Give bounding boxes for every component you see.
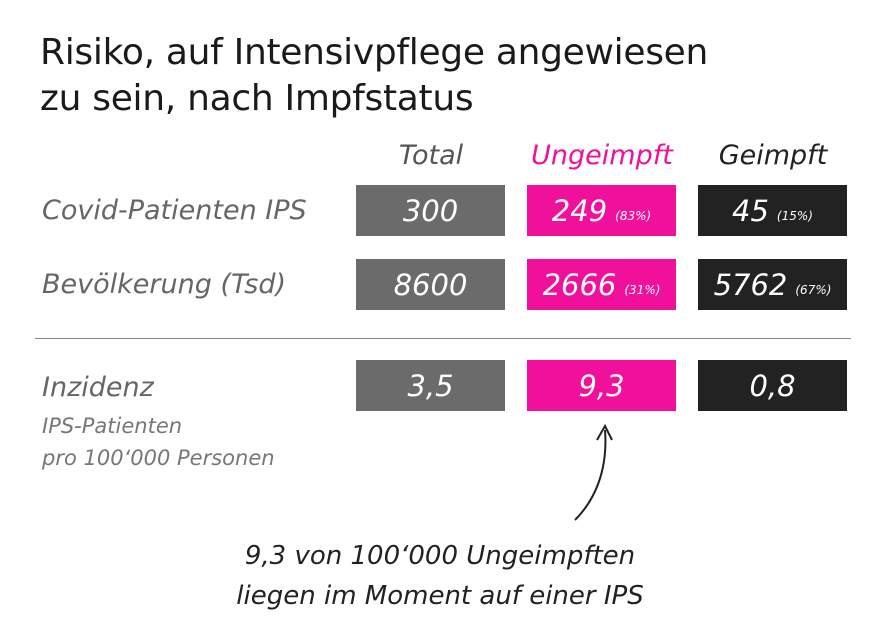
column-header-geimpft: Geimpft [718,140,828,171]
cell-percent: (67%) [795,282,832,297]
annotation-line-2: liegen im Moment auf einer IPS [236,581,644,611]
annotation-line-1: 9,3 von 100‘000 Ungeimpften [244,541,636,571]
row-sublabel: IPS-Patienten [42,414,183,438]
cell-geimpft: 45 (15%) [698,185,847,236]
cell-value: 2666 [542,267,617,302]
cell-value: 5762 [713,267,788,302]
cell-total: 3,5 [356,360,505,411]
cell-value: 0,8 [749,368,796,403]
cell-value: 8600 [393,267,468,302]
cell-geimpft: 0,8 [698,360,847,411]
annotation: 9,3 von 100‘000 Ungeimpften liegen im Mo… [200,536,680,616]
cell-ungeimpft: 2666 (31%) [527,259,676,310]
row-label-bevoelkerung: Bevölkerung (Tsd) [42,269,286,300]
arrow-icon [574,423,613,521]
row-label-covid-patienten: Covid-Patienten IPS [42,195,307,226]
cell-value: 300 [402,193,459,228]
row-label-inzidenz: Inzidenz [42,372,154,403]
row-sublabel: pro 100‘000 Personen [42,446,275,470]
column-header-total: Total [398,140,464,171]
cell-total: 300 [356,185,505,236]
cell-percent: (15%) [776,208,813,223]
cell-value: 45 [732,193,769,228]
page-title: Risiko, auf Intensivpflege angewiesen zu… [40,30,708,122]
cell-value: 3,5 [407,368,454,403]
cell-ungeimpft: 249 (83%) [527,185,676,236]
cell-geimpft: 5762 (67%) [698,259,847,310]
cell-ungeimpft: 9,3 [527,360,676,411]
cell-percent: (83%) [615,208,652,223]
cell-percent: (31%) [624,282,661,297]
column-header-ungeimpft: Ungeimpft [531,140,673,171]
cell-total: 8600 [356,259,505,310]
cell-value: 249 [551,193,608,228]
title-line-1: Risiko, auf Intensivpflege angewiesen [40,32,709,73]
title-line-2: zu sein, nach Impfstatus [40,78,474,119]
cell-value: 9,3 [578,368,625,403]
divider [35,338,851,339]
